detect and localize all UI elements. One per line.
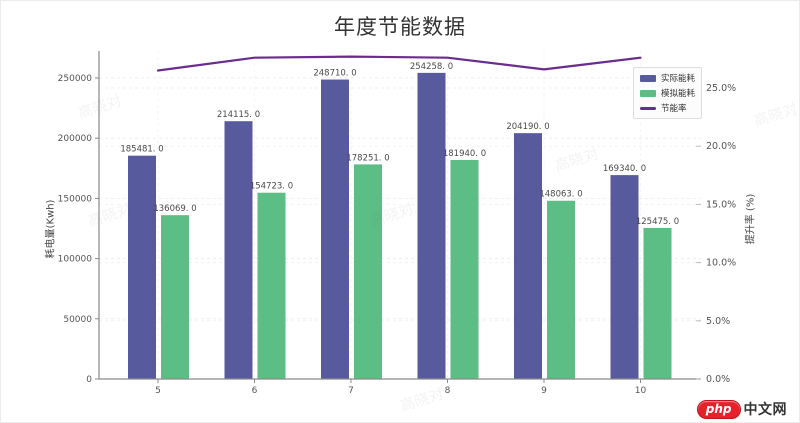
bar-simulated-10 (643, 227, 672, 379)
bar-actual-6 (224, 121, 253, 380)
bar-actual-10 (610, 175, 639, 379)
legend: 实际能耗 模拟能耗 节能率 (633, 67, 703, 119)
php-logo-text[interactable]: 中文网 (743, 402, 787, 418)
left-tick-label: 250000 (58, 74, 93, 84)
x-tick-label: 9 (541, 386, 547, 396)
x-tick-label: 7 (348, 386, 354, 396)
right-tick-label: 0.0% (706, 374, 730, 385)
bar-actual-7 (321, 79, 349, 379)
bar-value-label: 185481. 0 (120, 145, 163, 155)
left-axis-title: 耗电量(Kwh) (45, 199, 57, 259)
bar-value-label: 136069. 0 (153, 204, 196, 214)
legend-item-actual: 实际能耗 (640, 72, 695, 84)
bar-value-label: 214115. 0 (217, 110, 260, 120)
bar-simulated-7 (354, 164, 382, 379)
bar-actual-8 (417, 72, 446, 380)
bar-simulated-5 (161, 215, 189, 379)
bar-value-label: 154723. 0 (250, 182, 293, 192)
chart-title: 年度节能数据 (334, 15, 466, 39)
legend-item-rate: 节能率 (640, 102, 695, 114)
right-tick-label: 20.0% (706, 141, 736, 152)
legend-swatch-actual-icon (640, 74, 656, 82)
bar-simulated-8 (450, 159, 479, 379)
x-tick-label: 5 (155, 386, 161, 396)
right-tick-label: 5.0% (706, 316, 730, 327)
bar-value-label: 125475. 0 (636, 217, 679, 227)
bar-value-label: 181940. 0 (443, 149, 486, 159)
bar-value-label: 254258. 0 (410, 62, 453, 72)
bar-value-label: 169340. 0 (603, 164, 646, 174)
bar-value-label: 248710. 0 (313, 69, 356, 79)
axes: 0 50000 100000 150000 200000 250000 0.0% 5.0% 10… (58, 51, 736, 396)
php-logo-badge[interactable]: php (696, 399, 741, 419)
site-logo[interactable]: php 中文网 (696, 399, 787, 419)
legend-label-actual: 实际能耗 (661, 74, 696, 84)
bar-value-label: 204190. 0 (506, 122, 549, 132)
left-tick-label: 100000 (58, 255, 93, 265)
x-tick-label: 10 (635, 386, 647, 396)
right-axis-title: 提升率 (%) (745, 193, 757, 245)
legend-label-simulated: 模拟能耗 (661, 89, 696, 99)
rate-line (156, 55, 642, 72)
right-tick-label: 10.0% (706, 258, 736, 269)
legend-swatch-simulated-icon (640, 89, 656, 97)
left-tick-label: 200000 (58, 134, 93, 144)
x-tick-label: 8 (445, 386, 451, 396)
right-tick-label: 25.0% (706, 83, 736, 94)
bar-simulated-6 (257, 192, 286, 379)
legend-item-simulated: 模拟能耗 (640, 87, 695, 99)
x-tick-label: 6 (252, 386, 258, 396)
bar-value-label: 178251. 0 (346, 153, 389, 163)
legend-swatch-rate-line-icon (640, 106, 656, 110)
bar-actual-9 (514, 133, 542, 379)
bar-simulated-9 (547, 200, 575, 379)
right-tick-label: 15.0% (706, 199, 736, 210)
bars: 185481. 0 214115. 0 248710. 0 254258. 0 2041… (120, 62, 679, 380)
bar-actual-5 (128, 155, 156, 379)
legend-label-rate: 节能率 (661, 104, 687, 114)
left-tick-label: 0 (86, 375, 92, 385)
bar-value-label: 148063. 0 (539, 190, 582, 200)
left-tick-label: 50000 (63, 315, 92, 325)
left-tick-label: 150000 (58, 194, 93, 204)
